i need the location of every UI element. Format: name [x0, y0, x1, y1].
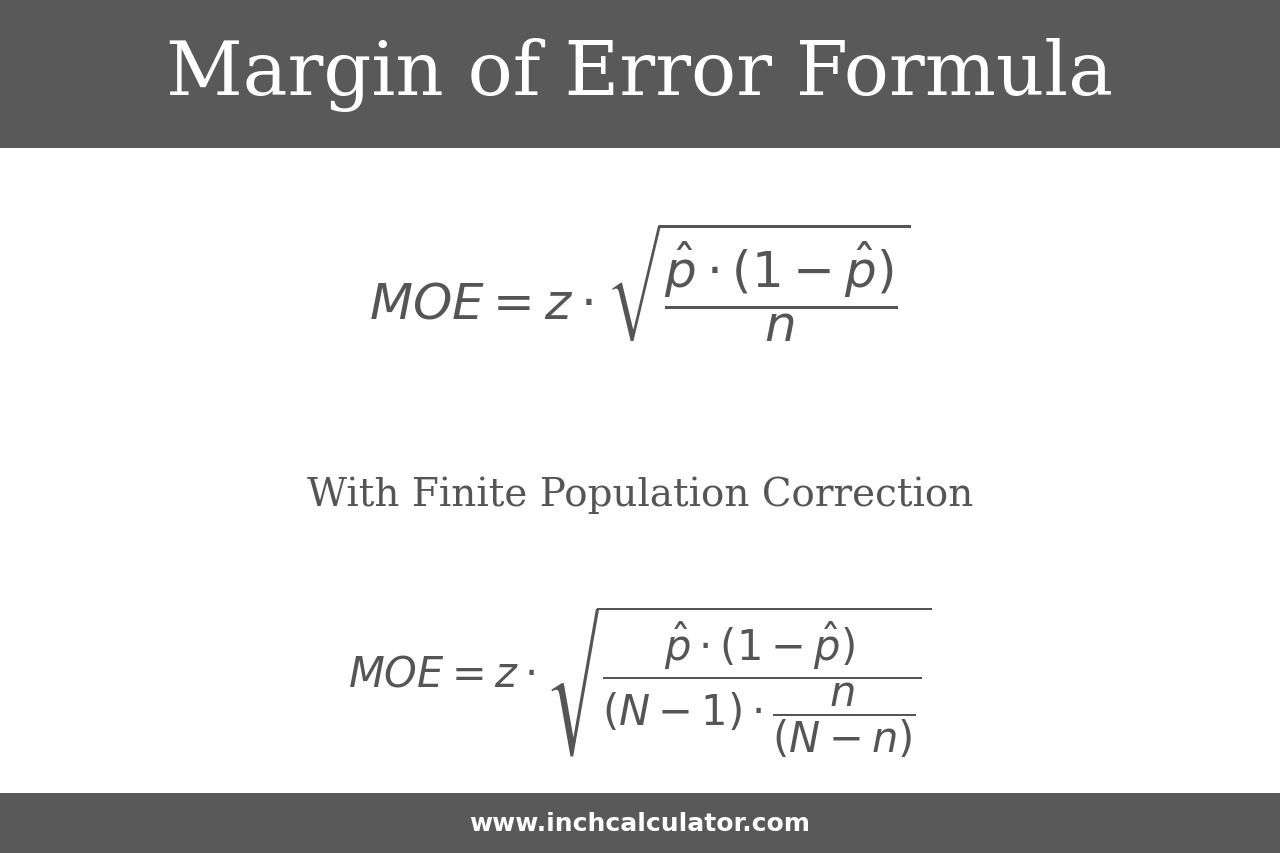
Text: $MOE = z \cdot \sqrt{\dfrac{\hat{p} \cdot (1 - \hat{p})}{n}}$: $MOE = z \cdot \sqrt{\dfrac{\hat{p} \cdo… — [370, 220, 910, 343]
Text: Margin of Error Formula: Margin of Error Formula — [166, 38, 1114, 112]
Text: $MOE = z \cdot \sqrt{\dfrac{\hat{p} \cdot (1 - \hat{p})}{(N-1) \cdot \dfrac{n}{(: $MOE = z \cdot \sqrt{\dfrac{\hat{p} \cdo… — [348, 605, 932, 760]
Text: With Finite Population Correction: With Finite Population Correction — [307, 476, 973, 514]
FancyBboxPatch shape — [0, 793, 1280, 853]
FancyBboxPatch shape — [0, 0, 1280, 149]
Text: www.inchcalculator.com: www.inchcalculator.com — [470, 811, 810, 835]
